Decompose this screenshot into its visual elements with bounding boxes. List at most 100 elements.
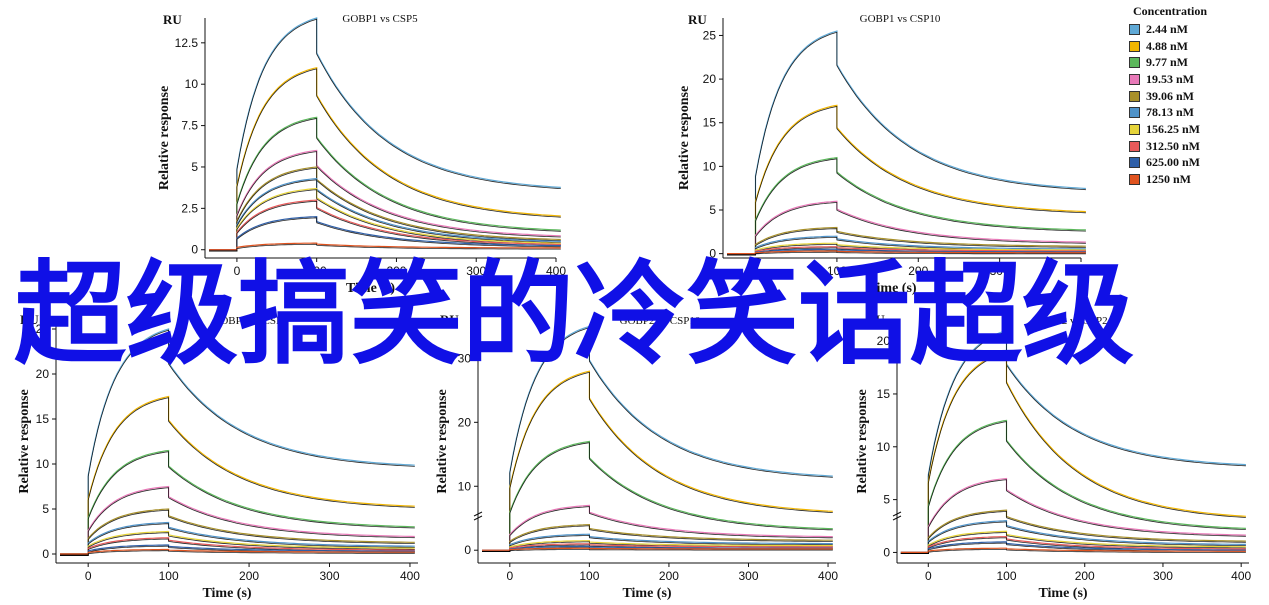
fit-line: [60, 397, 415, 556]
fit-line: [900, 521, 1246, 555]
legend-label: 156.25 nM: [1146, 121, 1200, 136]
legend-item: 156.25 nM: [1115, 121, 1225, 138]
fit-line: [60, 451, 415, 556]
y-tick-label: 0: [883, 545, 890, 559]
unit-label: RU: [866, 312, 885, 327]
chart-panel: 0 100 200 300 400 0 5 10 15 20 GOBP2 vs CSP2 RU Time…: [855, 312, 1252, 601]
series-line: [727, 156, 1086, 255]
x-tick-label: 300: [738, 569, 758, 583]
unit-label: RU: [440, 312, 459, 327]
series-line: [727, 226, 1086, 255]
series-line: [482, 504, 833, 551]
y-tick-label: 20: [36, 367, 50, 381]
x-tick-label: 400: [818, 569, 838, 583]
series-line: [60, 449, 415, 555]
legend-title: Concentration: [1133, 4, 1207, 18]
series-line: [900, 350, 1246, 553]
series-line: [209, 242, 561, 251]
fit-line: [209, 200, 561, 252]
x-tick-label: 100: [996, 569, 1016, 583]
legend-label: 4.88 nM: [1146, 38, 1188, 53]
series-line: [727, 246, 1086, 255]
y-tick-label: 15: [877, 387, 891, 401]
legend-label: 1250 nM: [1146, 172, 1191, 187]
y-tick-label: 10: [185, 77, 199, 91]
series-line: [60, 485, 415, 555]
legend-swatch: [1129, 107, 1140, 119]
series-line: [60, 544, 415, 555]
y-tick-label: 30: [458, 351, 472, 365]
series-line: [900, 547, 1246, 553]
y-tick-label: 15: [703, 116, 717, 130]
legend-item: 78.13 nM: [1115, 104, 1225, 121]
x-tick-label: 400: [1071, 264, 1091, 278]
series-line: [900, 477, 1246, 553]
y-axis-title: Relative response: [17, 389, 32, 493]
series-line: [60, 530, 415, 555]
chart-panel: 0 100 200 300 400 0 5 10 15 20 25 GOBP1 vs CSP10 RU T…: [677, 12, 1091, 296]
x-tick-label: 0: [506, 569, 513, 583]
series-line: [482, 440, 833, 551]
y-tick-label: 10: [877, 440, 891, 454]
x-tick-label: 0: [752, 264, 759, 278]
fit-line: [727, 251, 1086, 256]
series-line: [727, 104, 1086, 255]
panel-title: GOBP2 vs CSP2: [1032, 315, 1107, 327]
legend-item: 312.50 nM: [1115, 138, 1225, 155]
overlay-watermark-text: 超级搞笑的冷笑话超级: [14, 250, 1134, 380]
concentration-legend: Concentration 2.44 nM 4.88 nM 9.77 nM 19.53…: [1115, 4, 1225, 188]
y-tick-label: 0: [709, 247, 716, 261]
fit-line: [60, 329, 415, 556]
panel-title: GOBP2 vs CSP5: [212, 315, 288, 327]
x-tick-label: 0: [925, 569, 932, 583]
x-tick-label: 400: [1231, 569, 1251, 583]
chart-panel: 0 100 200 300 400 0 10 20 30 GOBP2 vs CSP10 RU Time…: [435, 312, 838, 601]
x-axis-title: Time (s): [1038, 586, 1087, 601]
x-tick-label: 300: [990, 264, 1010, 278]
series-line: [727, 30, 1086, 255]
axis-break-mark: [473, 511, 483, 521]
x-tick-label: 300: [319, 569, 339, 583]
fit-line: [60, 532, 415, 556]
legend-swatch: [1129, 73, 1140, 85]
legend-label: 312.50 nM: [1146, 138, 1200, 153]
series-line: [209, 199, 561, 251]
legend-label: 9.77 nM: [1146, 55, 1188, 70]
fit-line: [727, 202, 1086, 256]
legend-swatch: [1129, 57, 1140, 69]
x-tick-label: 100: [579, 569, 599, 583]
series-line: [900, 520, 1246, 553]
legend-item: 1250 nM: [1115, 171, 1225, 188]
series-line: [209, 187, 561, 251]
unit-label: RU: [688, 12, 707, 27]
series-line: [900, 419, 1246, 553]
series-line: [209, 166, 561, 251]
panel-title: GOBP2 vs CSP10: [620, 315, 701, 327]
fit-line: [900, 549, 1246, 555]
x-tick-label: 400: [546, 264, 566, 278]
fit-line: [482, 549, 833, 552]
series-line: [209, 66, 561, 251]
fit-line: [209, 18, 561, 252]
series-line: [900, 530, 1246, 553]
panel-title: GOBP1 vs CSP10: [860, 13, 941, 25]
fit-line: [60, 487, 415, 556]
legend-label: 78.13 nM: [1146, 105, 1194, 120]
fit-line: [209, 118, 561, 252]
y-tick-label: 5: [709, 203, 716, 217]
series-line: [900, 541, 1246, 553]
x-tick-label: 0: [234, 264, 241, 278]
y-tick-label: 5: [42, 502, 49, 516]
y-tick-label: 2.5: [181, 201, 198, 215]
series-line: [209, 17, 561, 251]
fit-line: [900, 532, 1246, 555]
legend-label: 19.53 nM: [1146, 71, 1194, 86]
y-tick-label: 7.5: [181, 119, 198, 133]
y-tick-label: 0: [464, 543, 471, 557]
series-line: [60, 537, 415, 555]
fit-line: [727, 106, 1086, 256]
legend-swatch: [1129, 174, 1140, 186]
series-line: [482, 370, 833, 551]
fit-line: [209, 243, 561, 252]
